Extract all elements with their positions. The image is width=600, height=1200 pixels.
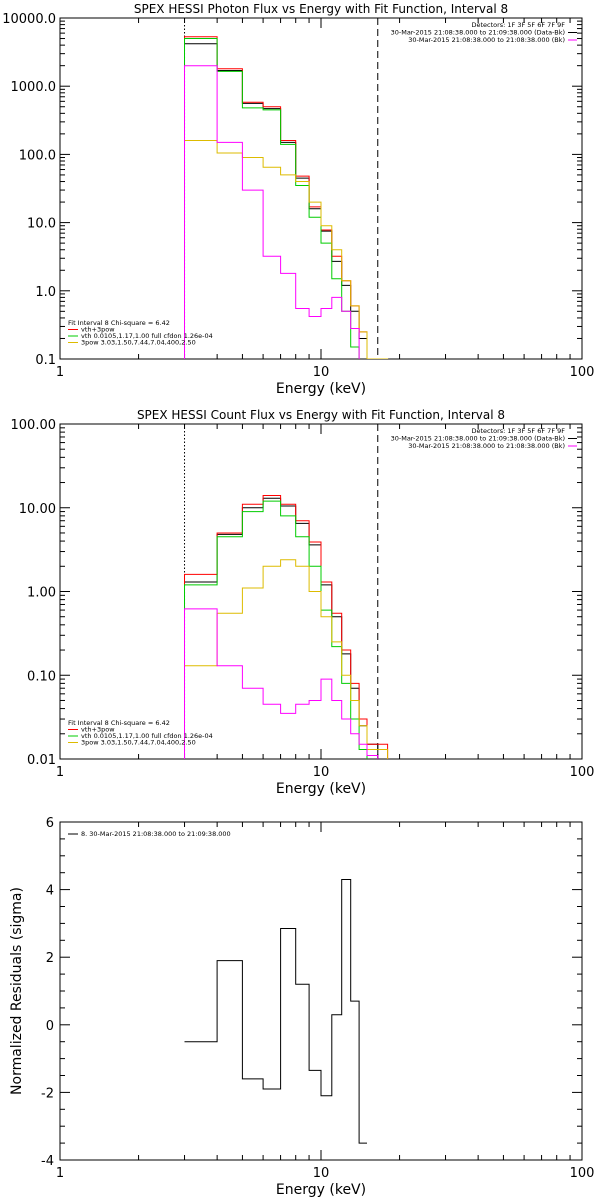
y-tick-label: 2 [46,951,54,966]
y-axis-title: Normalized Residuals (sigma) [9,887,25,1095]
y-tick-label: 10.00 [19,502,56,517]
x-tick-label: 100 [570,1166,595,1181]
y-tick-label: -4 [41,1154,54,1169]
chart-panel-3: 1 10 100 -4 -2 0 2 4 6 Energy (keV) Normalized Res… [9,816,594,1198]
legend-left: Fit Interval 8 Chi-square = 6.42vth+3pow… [68,719,213,747]
legend-entry: 3pow 3.03,1.50,7.44,7.04,400,2.50 [81,339,196,347]
x-tick-label: 1 [56,365,64,380]
y-tick-label: 0.1 [35,353,56,368]
series-fit-thermal [184,38,360,359]
chart-title: SPEX HESSI Count Flux vs Energy with Fit… [137,408,505,422]
series-fit-powerlaw [184,140,389,359]
legend-right: Detectors: 1F 3F 5F 6F 7F 9F30-Mar-2015 … [391,427,577,450]
y-tick-label: 100.0 [19,148,56,163]
legend-entry: Detectors: 1F 3F 5F 6F 7F 9F [471,427,565,435]
legend-entry: Fit Interval 8 Chi-square = 6.42 [68,319,170,327]
legend-left: Fit Interval 8 Chi-square = 6.42vth+3pow… [68,319,213,347]
y-tick-label: 10000.0 [2,12,56,27]
legend-entry: 30-Mar-2015 21:08:38.000 to 21:08:38.000… [408,36,565,44]
legend-entry: vth+3pow [81,326,115,334]
series-fit-powerlaw [184,559,389,759]
x-axis-title: Energy (keV) [276,781,366,797]
x-tick-label: 10 [313,765,330,780]
series-fit-total [184,495,389,759]
legend-entry: 3pow 3.03,1.50,7.44,7.04,400,2.50 [81,739,196,747]
x-tick-label: 10 [313,365,330,380]
legend-right: Detectors: 1F 3F 5F 6F 7F 9F30-Mar-2015 … [391,21,577,44]
y-tick-label: 0.10 [27,669,56,684]
legend-entry: 30-Mar-2015 21:08:38.000 to 21:09:38.000… [391,29,565,37]
x-tick-label: 100 [570,365,595,380]
x-tick-label: 1 [56,765,64,780]
x-tick-label: 100 [570,765,595,780]
chart-panel-1: 1 10 100 0.1 1.0 10.0 100.0 1000.0 10000.0 SPEX H… [2,2,594,397]
legend-entry: 8. 30-Mar-2015 21:08:38.000 to 21:09:38.… [81,830,231,838]
series-background [184,608,379,759]
legend-entry: 30-Mar-2015 21:08:38.000 to 21:09:38.000… [391,435,565,443]
y-tick-label: 6 [46,816,54,831]
legend-left: 8. 30-Mar-2015 21:08:38.000 to 21:09:38.… [68,830,231,838]
x-tick-label: 10 [313,1166,330,1181]
y-tick-label: 4 [46,884,54,899]
series-residuals [184,879,367,1144]
legend-entry: 30-Mar-2015 21:08:38.000 to 21:08:38.000… [408,442,565,450]
y-tick-label: -2 [41,1086,54,1101]
legend-entry: Detectors: 1F 3F 5F 6F 7F 9F [471,21,565,29]
x-axis-title: Energy (keV) [276,381,366,397]
series-background [184,65,360,359]
series-data [184,497,379,759]
plot-frame [59,17,583,360]
y-tick-label: 100.00 [11,418,57,433]
y-tick-label: 10.0 [27,217,56,232]
y-tick-label: 1.0 [35,285,56,300]
x-axis-title: Energy (keV) [276,1182,366,1198]
x-tick-label: 1 [56,1166,64,1181]
series-fit-thermal [184,500,368,759]
plot-frame [59,821,583,1161]
y-tick-label: 0 [46,1019,54,1034]
legend-entry: Fit Interval 8 Chi-square = 6.42 [68,719,170,727]
legend-entry: vth+3pow [81,726,115,734]
y-tick-label: 1.00 [27,586,56,601]
chart-panel-2: 1 10 100 0.01 0.10 1.00 10.00 100.00 SPEX HESSI … [11,408,595,797]
series-data [184,43,368,359]
legend-entry: vth 0.0105,1.17,1.00 full cfdon 1.26e-04 [81,332,213,340]
y-tick-label: 1000.0 [11,80,57,95]
series-fit-total [184,36,389,359]
chart-title: SPEX HESSI Photon Flux vs Energy with Fi… [134,2,508,16]
y-tick-label: 0.01 [27,753,56,768]
legend-entry: vth 0.0105,1.17,1.00 full cfdon 1.26e-04 [81,732,213,740]
